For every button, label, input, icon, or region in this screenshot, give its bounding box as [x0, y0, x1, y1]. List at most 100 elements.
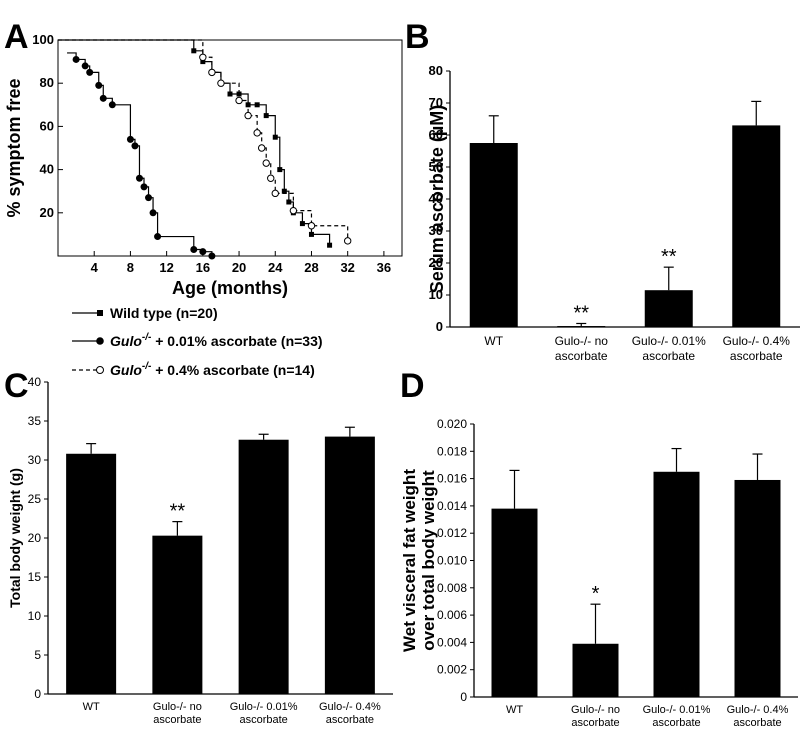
- y-tick-label: 60: [429, 127, 443, 142]
- y-tick-label: 60: [40, 118, 54, 133]
- data-point-wild-type: [272, 134, 278, 140]
- data-point-gulo-001-ascorbate: [135, 174, 143, 182]
- data-point-wild-type: [281, 188, 287, 194]
- data-point-gulo-001-ascorbate: [99, 94, 107, 102]
- y-tick-label: 30: [429, 223, 443, 238]
- x-tick-label: 24: [268, 260, 283, 275]
- x-tick-label: 28: [304, 260, 318, 275]
- category-label: ascorbate: [153, 714, 201, 726]
- y-tick-label: 0: [460, 690, 467, 704]
- y-tick-label: 0.010: [437, 554, 467, 568]
- legend-label-gulo-04-ascorbate: Gulo-/- + 0.4% ascorbate (n=14): [110, 361, 315, 378]
- category-label: ascorbate: [642, 349, 695, 363]
- bar: [152, 535, 203, 694]
- data-point-wild-type: [227, 91, 233, 97]
- panel-label-c: C: [4, 367, 29, 405]
- data-point-wild-type: [263, 113, 269, 119]
- bar: [469, 143, 518, 327]
- category-label: Gulo-/- 0.4%: [319, 701, 381, 713]
- bar: [734, 479, 781, 697]
- data-point-gulo-001-ascorbate: [86, 68, 94, 76]
- data-point-wild-type: [254, 102, 260, 108]
- y-tick-label: 0: [436, 319, 443, 334]
- x-tick-label: 12: [159, 260, 173, 275]
- panel-label-d: D: [400, 367, 425, 405]
- category-label: WT: [484, 334, 503, 348]
- bar: [491, 508, 538, 697]
- data-point-gulo-04-ascorbate: [244, 111, 252, 120]
- y-tick-label: 5: [34, 648, 41, 662]
- y-tick-label: 0.012: [437, 526, 467, 540]
- y-tick-label: 0: [34, 687, 41, 701]
- category-label: Gulo-/- 0.01%: [643, 704, 711, 716]
- category-label: Gulo-/- 0.01%: [632, 334, 706, 348]
- y-tick-label: 15: [28, 570, 42, 584]
- significance-marker: **: [661, 246, 677, 268]
- y-tick-label: 80: [40, 75, 54, 90]
- bar: [238, 439, 289, 694]
- y-tick-label: 0.008: [437, 581, 467, 595]
- y-axis-title: Serum ascorbate (µM): [427, 105, 447, 293]
- data-point-gulo-04-ascorbate: [343, 237, 352, 245]
- bar: [557, 326, 606, 328]
- y-tick-label: 100: [32, 32, 54, 47]
- category-label: Gulo-/- 0.01%: [230, 701, 298, 713]
- y-tick-label: 20: [28, 531, 42, 545]
- y-tick-label: 50: [429, 159, 443, 174]
- y-tick-label: 30: [28, 453, 42, 467]
- data-point-gulo-04-ascorbate: [253, 129, 261, 137]
- y-tick-label: 0.014: [437, 499, 467, 513]
- y-tick-label: 0.006: [437, 608, 467, 622]
- data-point-wild-type: [200, 59, 206, 65]
- bar: [644, 290, 693, 327]
- y-tick-label: 35: [28, 414, 42, 428]
- y-axis-title: Total body weight (g): [7, 468, 23, 608]
- x-tick-label: 8: [127, 260, 134, 275]
- data-point-gulo-001-ascorbate: [108, 101, 116, 109]
- data-point-gulo-001-ascorbate: [72, 55, 80, 63]
- category-label: WT: [506, 704, 523, 716]
- data-point-gulo-001-ascorbate: [81, 62, 89, 70]
- data-point-gulo-001-ascorbate: [126, 135, 134, 143]
- bar: [66, 453, 117, 694]
- bar: [572, 643, 619, 697]
- data-point-wild-type: [191, 48, 197, 54]
- data-point-gulo-04-ascorbate: [262, 159, 270, 167]
- y-axis-title: % symptom free: [4, 78, 24, 217]
- category-label: ascorbate: [730, 349, 783, 363]
- category-label: Gulo-/- no: [153, 701, 202, 713]
- data-point-gulo-001-ascorbate: [154, 233, 162, 241]
- y-tick-label: 40: [40, 162, 54, 177]
- y-tick-label: 20: [429, 255, 443, 270]
- series-line-gulo-001-ascorbate: [67, 52, 213, 256]
- category-label: Gulo-/- 0.4%: [727, 704, 789, 716]
- data-point-gulo-001-ascorbate: [190, 246, 198, 254]
- x-tick-label: 20: [232, 260, 246, 275]
- y-tick-label: 0.004: [437, 635, 467, 649]
- data-point-wild-type: [236, 91, 242, 97]
- data-point-gulo-04-ascorbate: [208, 68, 216, 77]
- x-tick-label: 4: [91, 260, 99, 275]
- y-tick-label: 10: [28, 609, 42, 623]
- data-point-gulo-04-ascorbate: [267, 174, 275, 182]
- significance-marker: **: [573, 302, 589, 324]
- y-tick-label: 25: [28, 492, 42, 506]
- data-point-wild-type: [286, 199, 292, 205]
- x-tick-label: 36: [377, 260, 391, 275]
- y-axis-title: over total body weight: [419, 470, 438, 651]
- category-label: Gulo-/- no: [571, 704, 620, 716]
- panel-label-a: A: [4, 18, 29, 56]
- data-point-gulo-04-ascorbate: [289, 206, 298, 215]
- data-point-gulo-04-ascorbate: [235, 96, 243, 105]
- legend-label-gulo-001-ascorbate: Gulo-/- + 0.01% ascorbate (n=33): [110, 332, 323, 349]
- plot-frame: [57, 39, 403, 257]
- x-axis-title: Age (months): [172, 278, 288, 298]
- y-tick-label: 0.018: [437, 444, 467, 458]
- data-point-gulo-001-ascorbate: [208, 252, 216, 260]
- category-label: ascorbate: [733, 717, 781, 729]
- data-point-gulo-001-ascorbate: [140, 183, 148, 191]
- category-label: ascorbate: [239, 714, 287, 726]
